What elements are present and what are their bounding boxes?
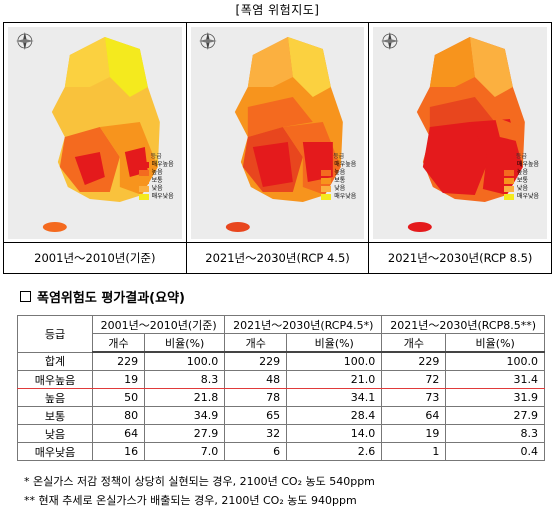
table-row: 합계 229 100.0 229 100.0 229 100.0 — [17, 351, 545, 371]
grade-header: 등급 — [17, 315, 93, 353]
compass-icon — [15, 32, 34, 50]
table-subheader-row: 개수 비율(%) 개수 비율(%) 개수 비율(%) — [18, 333, 545, 353]
period-header: 2001년～2010년(기준) — [91, 315, 226, 334]
table-row: 높음 50 21.8 78 34.1 73 31.9 — [17, 388, 545, 407]
map-caption: 2021년～2030년(RCP 4.5) — [186, 242, 369, 273]
table-row: 매우높음 19 8.3 48 21.0 72 31.4 — [17, 370, 545, 389]
map-legend: 등급 매우높음 높음 보통 낮음 매우낮음 — [138, 153, 174, 201]
map-caption: 2001년～2010년(기준) — [4, 242, 186, 273]
count-header: 개수 — [91, 333, 146, 353]
section-title-text: 폭염위험도 평가결과(요약) — [37, 291, 185, 306]
page-title: [폭염 위험지도] — [235, 3, 320, 17]
korea-map-image: 등급 매우높음 높음 보통 낮음 매우낮음 — [190, 27, 365, 239]
table-row: 매우낮음 16 7.0 6 2.6 1 0.4 — [17, 442, 545, 461]
heat-risk-maps: 등급 매우높음 높음 보통 낮음 매우낮음 2001년～2010년(기준) — [3, 22, 552, 274]
footnote: * 온실가스 저감 정책이 상당히 실현되는 경우, 2100년 CO₂ 농도 … — [24, 475, 375, 488]
compass-icon — [381, 32, 400, 50]
checkbox-square-icon — [20, 291, 31, 302]
footnotes: * 온실가스 저감 정책이 상당히 실현되는 경우, 2100년 CO₂ 농도 … — [24, 472, 375, 510]
map-legend: 등급 매우높음 높음 보통 낮음 매우낮음 — [503, 153, 539, 201]
section-title: 폭염위험도 평가결과(요약) — [20, 287, 185, 306]
period-header: 2021년～2030년(RCP8.5**) — [381, 315, 545, 334]
korea-map-rcp45 — [198, 32, 343, 232]
korea-map-baseline — [15, 32, 160, 232]
table-row: 낮음 64 27.9 32 14.0 19 8.3 — [17, 424, 545, 443]
ratio-header: 비율(%) — [445, 333, 545, 353]
count-header: 개수 — [381, 333, 447, 353]
korea-map-image: 등급 매우높음 높음 보통 낮음 매우낮음 — [8, 27, 182, 239]
table-row: 보통 80 34.9 65 28.4 64 27.9 — [17, 406, 545, 425]
table-header-row: 등급 2001년～2010년(기준) 2021년～2030년(RCP4.5*) … — [17, 315, 545, 353]
heat-risk-table: 등급 2001년～2010년(기준) 2021년～2030년(RCP4.5*) … — [17, 315, 545, 461]
count-header: 개수 — [224, 333, 288, 353]
footnote: ** 현재 추세로 온실가스가 배출되는 경우, 2100년 CO₂ 농도 94… — [24, 494, 357, 507]
map-panel-rcp85: 등급 매우높음 높음 보통 낮음 매우낮음 2021년～2030년(RCP 8.… — [369, 23, 552, 273]
map-legend: 등급 매우높음 높음 보통 낮음 매우낮음 — [321, 153, 356, 201]
ratio-header: 비율(%) — [144, 333, 226, 353]
map-panel-baseline: 등급 매우높음 높음 보통 낮음 매우낮음 2001년～2010년(기준) — [4, 23, 187, 273]
korea-map-rcp85 — [381, 32, 526, 232]
ratio-header: 비율(%) — [286, 333, 383, 353]
compass-icon — [198, 32, 217, 50]
map-caption: 2021년～2030년(RCP 8.5) — [369, 242, 552, 273]
map-panel-rcp45: 등급 매우높음 높음 보통 낮음 매우낮음 2021년～2030년(RCP 4.… — [186, 23, 370, 273]
korea-map-image: 등급 매우높음 높음 보통 낮음 매우낮음 — [373, 27, 548, 239]
period-header: 2021년～2030년(RCP4.5*) — [224, 315, 383, 334]
